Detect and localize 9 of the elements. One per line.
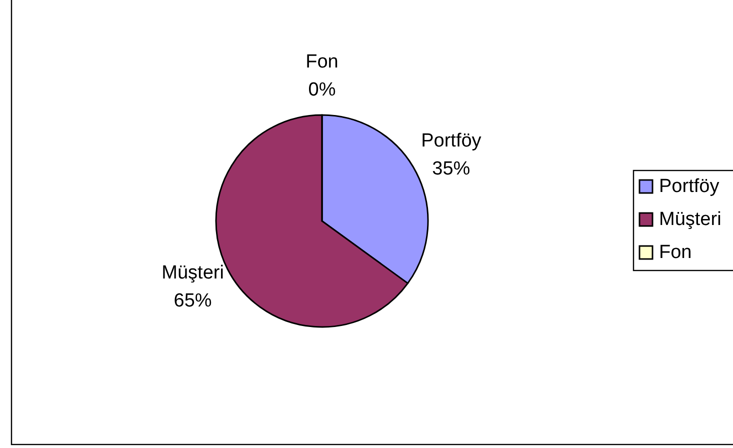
legend-label: Portföy <box>659 176 720 197</box>
legend-label: Fon <box>659 242 692 263</box>
data-label: 65% <box>174 290 212 312</box>
slice-label: Müşteri <box>162 262 224 284</box>
category-label: Fon <box>306 52 338 72</box>
legend-label: Müşteri <box>659 209 722 230</box>
data-label: 35% <box>432 158 470 180</box>
text: 0% <box>308 80 336 100</box>
slice-label: Portföy <box>421 130 482 152</box>
